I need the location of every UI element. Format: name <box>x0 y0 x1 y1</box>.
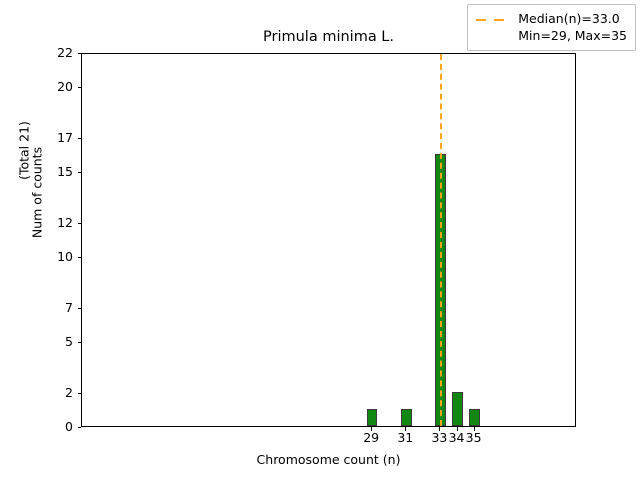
chart-title: Primula minima L. <box>263 29 394 45</box>
y-tick-label: 0 <box>65 419 73 434</box>
x-tick-label: 35 <box>465 430 482 445</box>
bar <box>469 409 480 426</box>
y-tick-label: 17 <box>57 130 73 145</box>
y-tick-mark <box>77 393 81 394</box>
y-tick-mark <box>77 427 81 428</box>
y-tick-mark <box>77 257 81 258</box>
y-tick-mark <box>77 342 81 343</box>
y-axis-sublabel: (Total 21) <box>16 121 32 180</box>
legend-entry: Median(n)=33.0 Min=29, Max=35 <box>476 10 627 44</box>
y-tick-mark <box>77 87 81 88</box>
bar <box>401 409 412 426</box>
y-tick-mark <box>77 172 81 173</box>
y-tick-label: 2 <box>65 385 73 400</box>
x-tick-mark <box>405 427 407 431</box>
median-line <box>440 54 443 426</box>
y-tick-mark <box>77 308 81 309</box>
x-tick-mark <box>456 427 458 431</box>
x-tick-label: 33 <box>431 430 448 445</box>
legend: Median(n)=33.0 Min=29, Max=35 <box>467 4 636 51</box>
y-tick-label: 7 <box>65 300 73 315</box>
legend-label-line1: Median(n)=33.0 <box>518 11 620 26</box>
y-tick-label: 10 <box>57 249 73 264</box>
y-tick-mark <box>77 223 81 224</box>
y-tick-mark <box>77 138 81 139</box>
x-tick-mark <box>439 427 441 431</box>
x-tick-mark <box>473 427 475 431</box>
y-tick-mark <box>77 53 81 54</box>
y-tick-label: 22 <box>57 45 73 60</box>
y-tick-label: 5 <box>65 334 73 349</box>
y-tick-label: 12 <box>57 215 73 230</box>
bar <box>452 392 463 426</box>
y-tick-label: 15 <box>57 164 73 179</box>
bar <box>366 409 378 426</box>
y-tick-label: 20 <box>57 79 73 94</box>
plot-area <box>81 53 576 427</box>
x-tick-label: 29 <box>363 430 380 445</box>
x-tick-label: 31 <box>397 430 414 445</box>
legend-label-line2: Min=29, Max=35 <box>518 28 627 43</box>
x-axis-label: Chromosome count (n) <box>256 452 401 467</box>
x-tick-label: 34 <box>448 430 465 445</box>
x-tick-mark <box>371 427 373 431</box>
dashed-line-icon <box>476 14 510 28</box>
legend-label: Median(n)=33.0 Min=29, Max=35 <box>518 10 627 44</box>
